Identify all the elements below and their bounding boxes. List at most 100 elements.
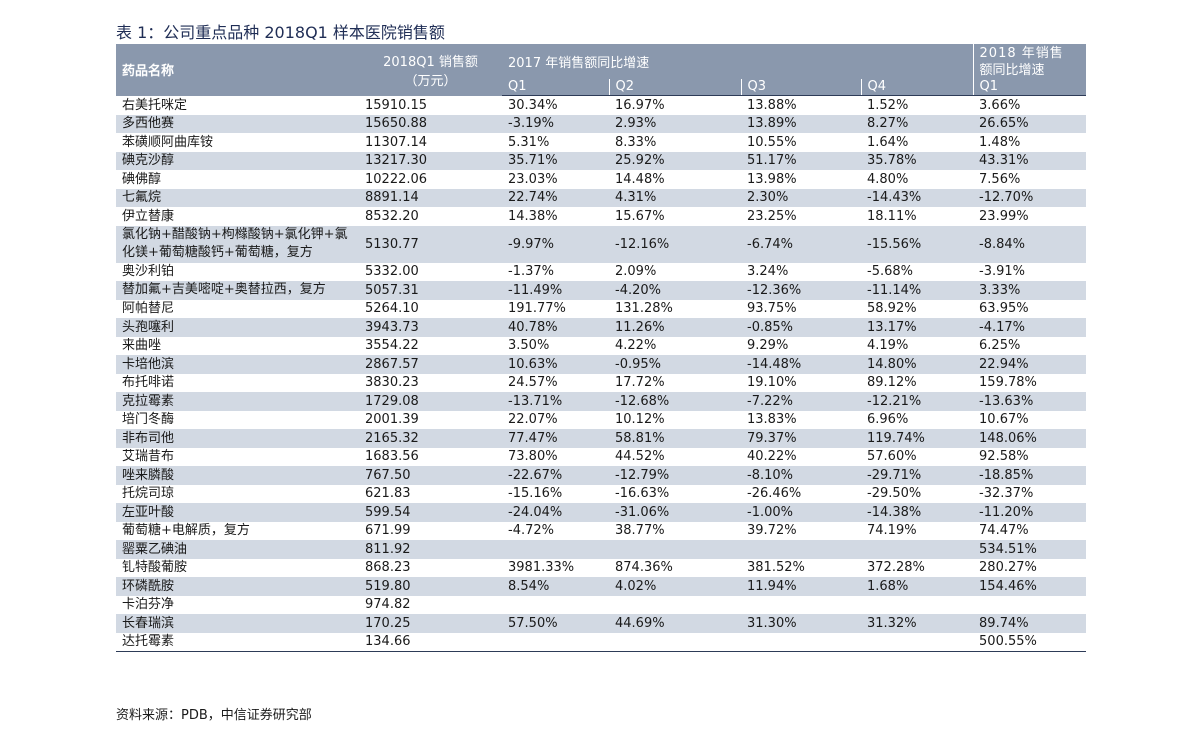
- growth-2017-q4-cell: 31.32%: [861, 614, 974, 633]
- growth-2017-q2-cell: 14.48%: [609, 170, 741, 189]
- growth-2017-q2-cell: 131.28%: [609, 299, 741, 318]
- header-growth-2017: 2017 年销售额同比增速: [502, 44, 974, 79]
- growth-2017-q4-cell: -15.56%: [861, 225, 974, 263]
- growth-2017-q1-cell: 40.78%: [502, 318, 609, 337]
- growth-2018-q1-cell: 159.78%: [973, 373, 1087, 392]
- growth-2017-q3-cell: 11.94%: [741, 577, 861, 596]
- growth-2018-q1-cell: -8.84%: [973, 225, 1087, 263]
- growth-2017-q3-cell: 3.24%: [741, 262, 861, 281]
- growth-2017-q1-cell: -11.49%: [502, 281, 609, 300]
- growth-2017-q1-cell: 35.71%: [502, 151, 609, 170]
- drug-name-cell: 头孢噻利: [116, 318, 359, 337]
- sales-cell: 8532.20: [359, 207, 502, 226]
- drug-name-cell: 阿帕替尼: [116, 299, 359, 318]
- growth-2017-q3-cell: 40.22%: [741, 447, 861, 466]
- growth-2017-q4-cell: 35.78%: [861, 151, 974, 170]
- table-row: 七氟烷 8891.14 22.74% 4.31% 2.30% -14.43% -12.70%: [116, 188, 1087, 207]
- growth-2017-q3-cell: -0.85%: [741, 318, 861, 337]
- growth-2017-q2-cell: 58.81%: [609, 429, 741, 448]
- growth-2017-q4-cell: 119.74%: [861, 429, 974, 448]
- table-title: 表 1：公司重点品种 2018Q1 样本医院销售额: [116, 23, 445, 42]
- table-row: 达托霉素 134.66 500.55%: [116, 632, 1087, 652]
- sales-cell: 11307.14: [359, 133, 502, 152]
- growth-2017-q4-cell: 4.19%: [861, 336, 974, 355]
- growth-2017-q2-cell: [609, 595, 741, 614]
- growth-2017-q2-cell: -0.95%: [609, 355, 741, 374]
- sales-cell: 15650.88: [359, 114, 502, 133]
- growth-2018-q1-cell: -32.37%: [973, 484, 1087, 503]
- table-row: 卡泊芬净 974.82: [116, 595, 1087, 614]
- growth-2018-q1-cell: 23.99%: [973, 207, 1087, 226]
- drug-name-cell: 环磷酰胺: [116, 577, 359, 596]
- growth-2017-q3-cell: 13.89%: [741, 114, 861, 133]
- sales-cell: 134.66: [359, 632, 502, 652]
- growth-2018-q1-cell: 6.25%: [973, 336, 1087, 355]
- header-q2-2017: Q2: [609, 79, 742, 96]
- growth-2018-q1-cell: -4.17%: [973, 318, 1087, 337]
- table-row: 环磷酰胺 519.80 8.54% 4.02% 11.94% 1.68% 154.46%: [116, 577, 1087, 596]
- growth-2017-q1-cell: -22.67%: [502, 466, 609, 485]
- growth-2017-q2-cell: 4.02%: [609, 577, 741, 596]
- growth-2017-q4-cell: 1.64%: [861, 133, 974, 152]
- drug-name-cell: 碘克沙醇: [116, 151, 359, 170]
- growth-2017-q2-cell: 15.67%: [609, 207, 741, 226]
- growth-2017-q2-cell: 16.97%: [609, 95, 741, 115]
- growth-2017-q2-cell: [609, 632, 741, 652]
- growth-2017-q3-cell: 10.55%: [741, 133, 861, 152]
- growth-2017-q4-cell: 58.92%: [861, 299, 974, 318]
- drug-name-cell: 布托啡诺: [116, 373, 359, 392]
- drug-name-cell: 非布司他: [116, 429, 359, 448]
- growth-2017-q1-cell: 57.50%: [502, 614, 609, 633]
- header-drug-name: 药品名称: [116, 44, 359, 96]
- growth-2017-q4-cell: -12.21%: [861, 392, 974, 411]
- growth-2017-q1-cell: 5.31%: [502, 133, 609, 152]
- growth-2017-q1-cell: -9.97%: [502, 225, 609, 263]
- drug-name-cell: 奥沙利铂: [116, 262, 359, 281]
- growth-2017-q3-cell: 23.25%: [741, 207, 861, 226]
- growth-2017-q1-cell: 73.80%: [502, 447, 609, 466]
- growth-2018-q1-cell: 92.58%: [973, 447, 1087, 466]
- growth-2018-q1-cell: 10.67%: [973, 410, 1087, 429]
- sales-table: 药品名称 2018Q1 销售额 （万元） 2017 年销售额同比增速 2018 …: [116, 44, 1087, 652]
- growth-2017-q2-cell: -4.20%: [609, 281, 741, 300]
- table-row: 来曲唑 3554.22 3.50% 4.22% 9.29% 4.19% 6.25%: [116, 336, 1087, 355]
- table-row: 培门冬酶 2001.39 22.07% 10.12% 13.83% 6.96% 10.67%: [116, 410, 1087, 429]
- sales-cell: 1683.56: [359, 447, 502, 466]
- table-row: 长春瑞滨 170.25 57.50% 44.69% 31.30% 31.32% 89.74%: [116, 614, 1087, 633]
- growth-2017-q4-cell: 74.19%: [861, 521, 974, 540]
- growth-2018-q1-cell: 63.95%: [973, 299, 1087, 318]
- sales-cell: 2001.39: [359, 410, 502, 429]
- growth-2017-q2-cell: 4.31%: [609, 188, 741, 207]
- growth-2018-q1-cell: [973, 595, 1087, 614]
- growth-2018-q1-cell: 1.48%: [973, 133, 1087, 152]
- growth-2017-q4-cell: [861, 540, 974, 559]
- growth-2017-q2-cell: 874.36%: [609, 558, 741, 577]
- drug-name-cell: 唑来膦酸: [116, 466, 359, 485]
- growth-2017-q4-cell: 8.27%: [861, 114, 974, 133]
- growth-2017-q3-cell: -14.48%: [741, 355, 861, 374]
- table-body: 右美托咪定 15910.15 30.34% 16.97% 13.88% 1.52% 3.66…: [116, 95, 1087, 652]
- sales-cell: 5332.00: [359, 262, 502, 281]
- sales-cell: 170.25: [359, 614, 502, 633]
- growth-2017-q2-cell: 17.72%: [609, 373, 741, 392]
- growth-2018-q1-cell: -3.91%: [973, 262, 1087, 281]
- growth-2017-q3-cell: -8.10%: [741, 466, 861, 485]
- drug-name-cell: 苯磺顺阿曲库铵: [116, 133, 359, 152]
- drug-name-cell: 达托霉素: [116, 632, 359, 652]
- growth-2017-q1-cell: 30.34%: [502, 95, 609, 115]
- sales-cell: 3830.23: [359, 373, 502, 392]
- growth-2017-q3-cell: 13.83%: [741, 410, 861, 429]
- table-row: 卡培他滨 2867.57 10.63% -0.95% -14.48% 14.80% 22.9…: [116, 355, 1087, 374]
- table-row: 罂粟乙碘油 811.92 534.51%: [116, 540, 1087, 559]
- growth-2018-q1-cell: 148.06%: [973, 429, 1087, 448]
- growth-2017-q1-cell: 3981.33%: [502, 558, 609, 577]
- growth-2017-q4-cell: -29.50%: [861, 484, 974, 503]
- sales-cell: 671.99: [359, 521, 502, 540]
- growth-2018-q1-cell: 26.65%: [973, 114, 1087, 133]
- growth-2017-q3-cell: 39.72%: [741, 521, 861, 540]
- drug-name-cell: 卡培他滨: [116, 355, 359, 374]
- header-q4-2017: Q4: [861, 79, 974, 96]
- drug-name-cell: 长春瑞滨: [116, 614, 359, 633]
- growth-2017-q1-cell: 23.03%: [502, 170, 609, 189]
- sales-cell: 599.54: [359, 503, 502, 522]
